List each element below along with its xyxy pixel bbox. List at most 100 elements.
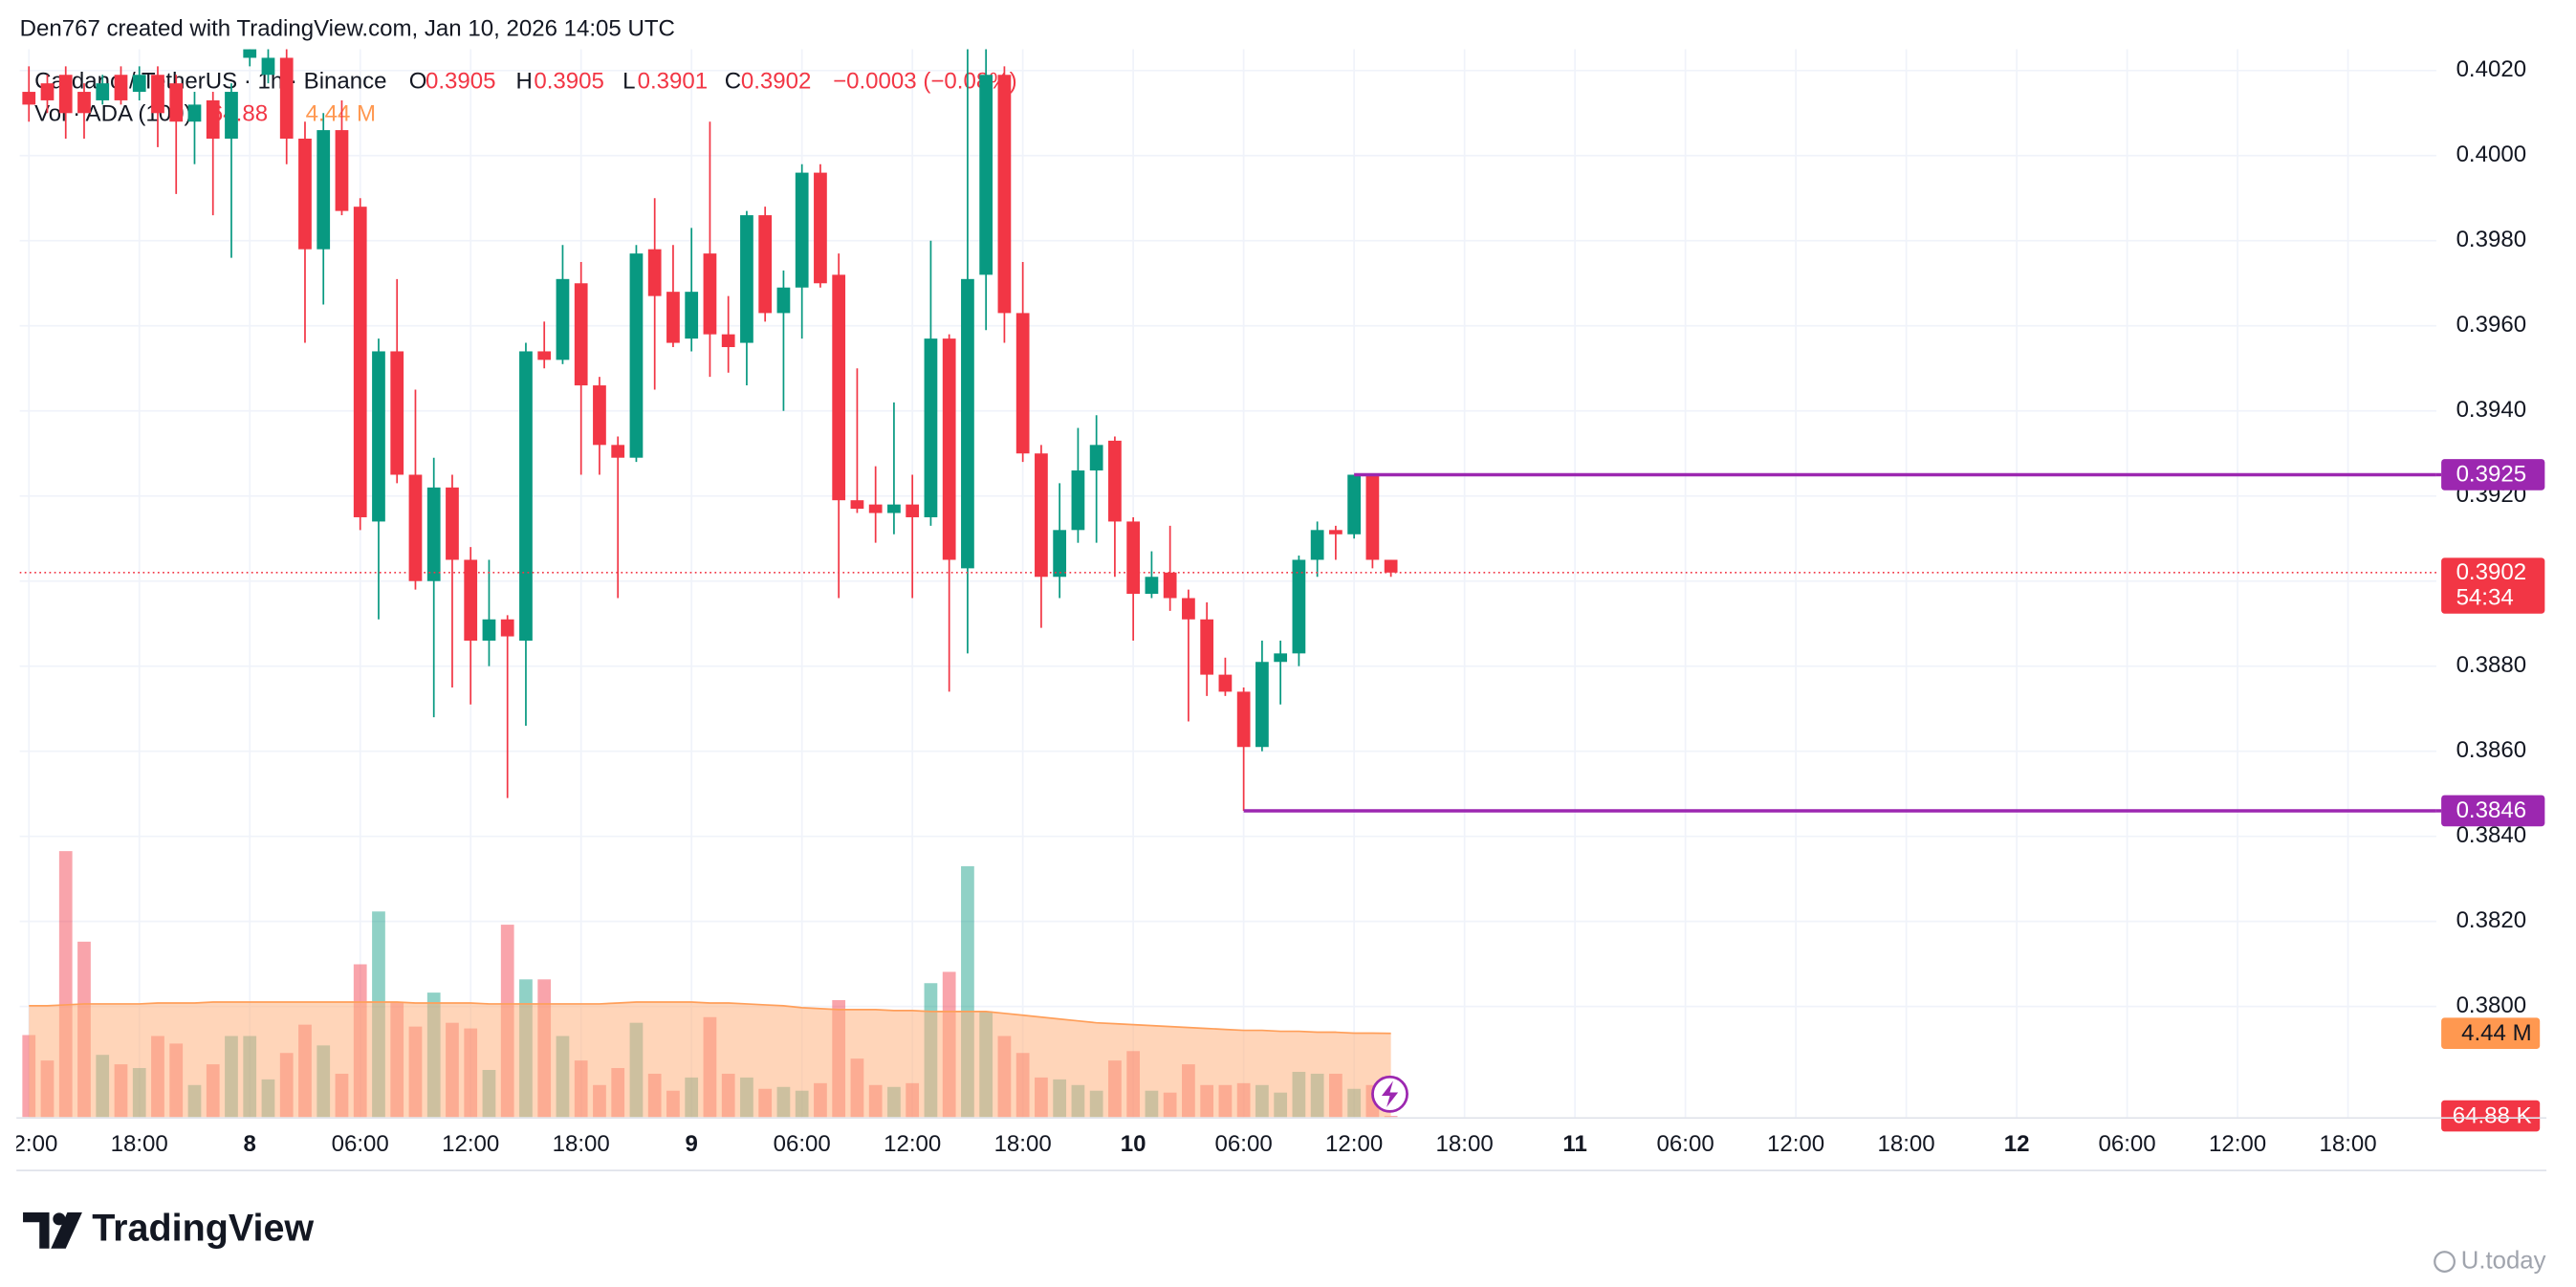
y-tick-label: 0.3800 [2456, 993, 2527, 1018]
candle-body [335, 130, 349, 211]
replay-icon[interactable] [1371, 1075, 1408, 1113]
y-tick-label: 0.3880 [2456, 652, 2527, 678]
candle-body [482, 619, 496, 642]
volume-legend-title: Vol · ADA (100) [34, 101, 191, 127]
volume-ma-area [29, 1001, 1391, 1118]
candle-body [740, 215, 753, 343]
candle-body [464, 559, 478, 642]
candle-body [887, 504, 901, 513]
x-tick-label: 18:00 [553, 1131, 610, 1157]
candle-body [426, 487, 441, 581]
candle-body [814, 172, 827, 284]
candle-body [924, 338, 938, 517]
x-tick-label: 8 [244, 1131, 256, 1157]
last-price-box [2441, 557, 2545, 614]
candle-body [279, 57, 294, 139]
candle-body [372, 351, 385, 522]
candle-body [446, 487, 459, 560]
countdown-label: 54:34 [2456, 585, 2514, 611]
candle-body [353, 207, 367, 517]
candle-body [850, 500, 864, 510]
candle-body [758, 215, 773, 314]
y-tick-label: 0.3940 [2456, 397, 2527, 423]
candle-body [1163, 572, 1177, 599]
candle-body [408, 474, 423, 581]
candle-body [666, 292, 680, 343]
x-tick-label: 12:00 [0, 1131, 57, 1157]
candle-body [1329, 530, 1343, 534]
candle-body [1218, 674, 1233, 692]
y-tick-label: 0.3860 [2456, 737, 2527, 763]
y-tick-label: 0.4000 [2456, 142, 2527, 167]
footer: TradingView U.today [23, 1207, 2546, 1274]
candle-body [703, 253, 717, 335]
legend-key: C [725, 68, 741, 94]
candle-body [593, 385, 606, 446]
x-tick-label: 06:00 [2098, 1131, 2155, 1157]
time-axis: 12:00 18:00 8 06:00 12:00 18:00 9 06:00 12:00 18:… [0, 1131, 2376, 1157]
candles [19, 49, 2436, 813]
y-tick-label: 0.3820 [2456, 907, 2527, 933]
header: Den767 created with TradingView.com, Jan… [20, 15, 675, 41]
candle-body [151, 75, 164, 114]
candle-body [721, 334, 735, 348]
candle-body [1015, 313, 1030, 454]
legend-key: O [409, 68, 427, 94]
candle-body [1089, 445, 1103, 471]
candle-body [1384, 559, 1398, 573]
candle-body [629, 253, 644, 458]
legend-value: 0.3905 [426, 68, 496, 94]
x-tick-label: 18:00 [1878, 1131, 1935, 1157]
x-tick-label: 06:00 [1657, 1131, 1714, 1157]
candle-body [685, 292, 699, 339]
candle-body [1145, 577, 1159, 595]
candle-body [1255, 662, 1269, 748]
candle-body [537, 351, 552, 360]
logo-mark [53, 1212, 66, 1226]
candle-body [1292, 559, 1306, 654]
symbol-title: Cardano / TetherUS · 1h · Binance [34, 68, 386, 94]
x-tick-label: 12:00 [884, 1131, 941, 1157]
x-tick-label: 18:00 [111, 1131, 168, 1157]
candle-body [961, 278, 974, 569]
candle-body [647, 249, 662, 296]
candle-body [132, 75, 146, 93]
candle-body [187, 104, 202, 122]
candle-body [390, 351, 404, 475]
candle-body [58, 75, 73, 114]
x-tick-label: 06:00 [332, 1131, 389, 1157]
x-tick-label: 11 [1562, 1131, 1586, 1157]
legend-value: 0.3902 [741, 68, 812, 94]
legend-key: H [515, 68, 532, 94]
legend-key: L [622, 68, 635, 94]
last-price-label: 0.3902 [2456, 559, 2527, 585]
candle-body [776, 287, 791, 314]
logo-mark [23, 1211, 50, 1249]
candle-body [206, 99, 220, 139]
candle-body [22, 92, 36, 105]
x-tick-label: 18:00 [994, 1131, 1052, 1157]
volume-legend-value: 64.88 [210, 101, 268, 127]
level-box [2441, 459, 2545, 491]
candle-body [298, 138, 312, 250]
candle-body [1108, 440, 1122, 522]
candle-body [1236, 691, 1251, 748]
logo-mark [51, 1211, 82, 1249]
candle-body [1274, 653, 1288, 663]
candle-body [1035, 453, 1048, 578]
legend-value: 0.3905 [534, 68, 604, 94]
x-tick-label: 9 [686, 1131, 698, 1157]
volume-axis-box [2441, 1017, 2541, 1050]
candle-body [243, 49, 257, 58]
level-label: 0.3846 [2456, 797, 2527, 823]
candle-body [906, 504, 920, 517]
candle-body [997, 75, 1012, 314]
candle-body [611, 445, 625, 458]
volume-axis-box [2441, 1100, 2541, 1132]
y-tick-label: 0.4020 [2456, 56, 2527, 82]
watermark-icon [2434, 1251, 2456, 1273]
footer-brand: TradingView [92, 1207, 314, 1249]
x-tick-label: 18:00 [2319, 1131, 2376, 1157]
y-tick-label: 0.3960 [2456, 312, 2527, 338]
